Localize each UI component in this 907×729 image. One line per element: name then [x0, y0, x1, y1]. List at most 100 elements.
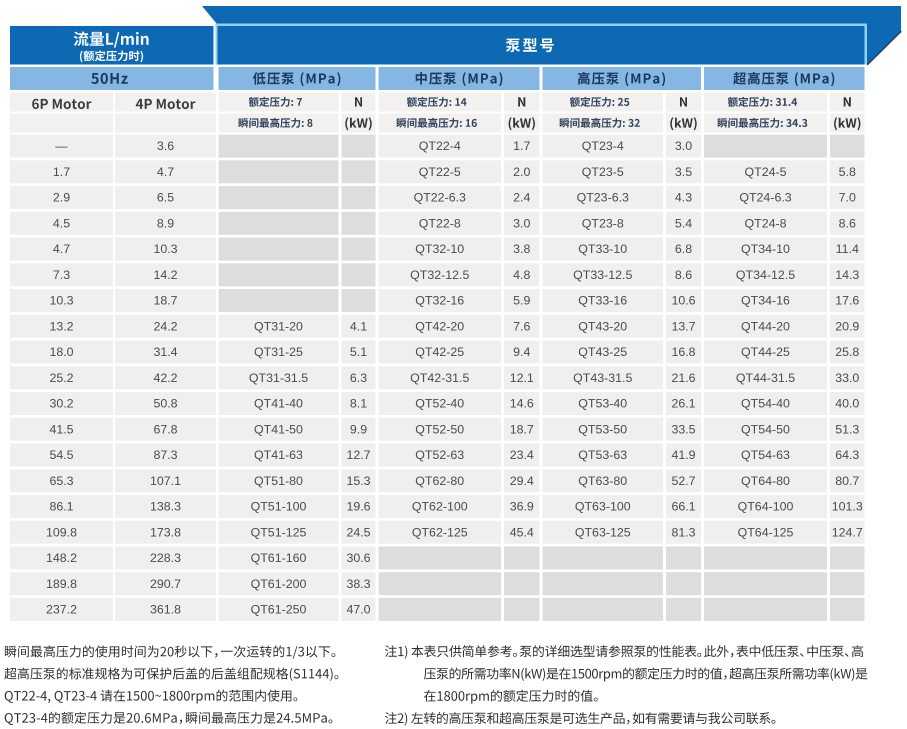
svg-text:QT41-63: QT41-63 [254, 448, 303, 462]
svg-text:52.7: 52.7 [671, 474, 695, 488]
svg-text:QT61-250: QT61-250 [251, 603, 307, 617]
svg-text:QT33-12.5: QT33-12.5 [573, 268, 632, 282]
svg-text:41.5: 41.5 [49, 422, 73, 436]
svg-text:42.2: 42.2 [153, 371, 177, 385]
svg-text:QT44-20: QT44-20 [741, 319, 790, 333]
svg-text:10.3: 10.3 [153, 242, 177, 256]
svg-text:7.6: 7.6 [513, 319, 530, 333]
svg-text:1.7: 1.7 [53, 165, 70, 179]
svg-text:3.5: 3.5 [675, 165, 692, 179]
svg-text:4.3: 4.3 [675, 191, 692, 205]
svg-text:QT54-50: QT54-50 [741, 422, 790, 436]
svg-text:QT52-40: QT52-40 [415, 397, 464, 411]
svg-text:4.1: 4.1 [350, 319, 367, 333]
svg-text:20.9: 20.9 [835, 319, 859, 333]
svg-text:QT33-16: QT33-16 [578, 294, 627, 308]
svg-text:5.9: 5.9 [513, 294, 530, 308]
svg-text:QT22-8: QT22-8 [419, 216, 461, 230]
svg-text:QT44-31.5: QT44-31.5 [736, 371, 795, 385]
svg-text:10.3: 10.3 [49, 294, 73, 308]
svg-text:101.3: 101.3 [832, 500, 863, 514]
svg-text:14.2: 14.2 [153, 268, 177, 282]
svg-text:QT53-40: QT53-40 [578, 397, 627, 411]
svg-text:QT43-25: QT43-25 [578, 345, 627, 359]
svg-text:23.4: 23.4 [510, 448, 534, 462]
svg-text:54.5: 54.5 [49, 448, 73, 462]
svg-text:80.7: 80.7 [835, 474, 859, 488]
svg-text:81.3: 81.3 [671, 525, 695, 539]
svg-text:8.9: 8.9 [157, 216, 174, 230]
svg-text:64.3: 64.3 [835, 448, 859, 462]
svg-text:QT42-20: QT42-20 [415, 319, 464, 333]
svg-text:QT53-63: QT53-63 [578, 448, 627, 462]
svg-text:10.6: 10.6 [671, 294, 695, 308]
svg-text:5.4: 5.4 [675, 216, 692, 230]
svg-text:16.8: 16.8 [671, 345, 695, 359]
svg-text:51.3: 51.3 [835, 422, 859, 436]
svg-text:QT61-200: QT61-200 [251, 577, 307, 591]
svg-text:QT43-20: QT43-20 [578, 319, 627, 333]
svg-text:189.8: 189.8 [46, 577, 77, 591]
svg-text:QT41-40: QT41-40 [254, 397, 303, 411]
svg-text:124.7: 124.7 [832, 525, 863, 539]
svg-text:QT33-10: QT33-10 [578, 242, 627, 256]
svg-text:4.7: 4.7 [157, 165, 174, 179]
svg-text:QT22-6.3: QT22-6.3 [414, 191, 466, 205]
svg-text:QT62-80: QT62-80 [415, 474, 464, 488]
svg-text:2.0: 2.0 [513, 165, 530, 179]
svg-text:1.7: 1.7 [513, 139, 530, 153]
svg-text:7.3: 7.3 [53, 268, 70, 282]
svg-text:QT24-8: QT24-8 [744, 216, 786, 230]
svg-text:QT41-50: QT41-50 [254, 422, 303, 436]
svg-text:65.3: 65.3 [49, 474, 73, 488]
svg-text:QT23-5: QT23-5 [582, 165, 624, 179]
svg-text:QT31-25: QT31-25 [254, 345, 303, 359]
svg-text:QT52-63: QT52-63 [415, 448, 464, 462]
svg-text:21.6: 21.6 [671, 371, 695, 385]
svg-text:QT63-100: QT63-100 [575, 500, 631, 514]
svg-text:109.8: 109.8 [46, 525, 77, 539]
svg-text:31.4: 31.4 [153, 345, 177, 359]
svg-text:QT34-12.5: QT34-12.5 [736, 268, 795, 282]
svg-text:QT64-100: QT64-100 [738, 500, 794, 514]
svg-text:13.2: 13.2 [49, 319, 73, 333]
svg-text:14.3: 14.3 [835, 268, 859, 282]
svg-text:—: — [55, 139, 68, 153]
svg-text:7.0: 7.0 [839, 191, 856, 205]
svg-text:38.3: 38.3 [346, 577, 370, 591]
svg-text:87.3: 87.3 [153, 448, 177, 462]
svg-text:4.7: 4.7 [53, 242, 70, 256]
svg-text:6.8: 6.8 [675, 242, 692, 256]
svg-text:30.2: 30.2 [49, 397, 73, 411]
svg-text:QT64-125: QT64-125 [738, 525, 794, 539]
svg-text:QT42-31.5: QT42-31.5 [410, 371, 469, 385]
svg-text:138.3: 138.3 [150, 500, 181, 514]
svg-text:15.3: 15.3 [346, 474, 370, 488]
svg-text:QT22-5: QT22-5 [419, 165, 461, 179]
svg-text:66.1: 66.1 [671, 500, 695, 514]
svg-text:8.6: 8.6 [839, 216, 856, 230]
svg-text:5.8: 5.8 [839, 165, 856, 179]
svg-text:3.0: 3.0 [513, 216, 530, 230]
svg-text:QT62-100: QT62-100 [412, 500, 468, 514]
svg-text:2.4: 2.4 [513, 191, 530, 205]
svg-text:11.4: 11.4 [836, 242, 859, 256]
svg-text:QT23-8: QT23-8 [582, 216, 624, 230]
svg-text:QT63-80: QT63-80 [578, 474, 627, 488]
svg-text:QT34-10: QT34-10 [741, 242, 790, 256]
svg-text:24.5: 24.5 [346, 525, 370, 539]
svg-text:12.7: 12.7 [346, 448, 370, 462]
svg-text:QT63-125: QT63-125 [575, 525, 631, 539]
svg-text:45.4: 45.4 [510, 525, 534, 539]
svg-text:5.1: 5.1 [350, 345, 367, 359]
svg-text:QT32-12.5: QT32-12.5 [410, 268, 469, 282]
svg-text:QT24-5: QT24-5 [744, 165, 786, 179]
svg-text:QT31-31.5: QT31-31.5 [249, 371, 308, 385]
svg-text:9.9: 9.9 [350, 422, 367, 436]
svg-text:3.8: 3.8 [513, 242, 530, 256]
svg-text:8.1: 8.1 [350, 397, 367, 411]
svg-text:30.6: 30.6 [346, 551, 370, 565]
svg-text:QT61-160: QT61-160 [251, 551, 307, 565]
svg-text:9.4: 9.4 [513, 345, 530, 359]
svg-text:QT23-6.3: QT23-6.3 [577, 191, 629, 205]
